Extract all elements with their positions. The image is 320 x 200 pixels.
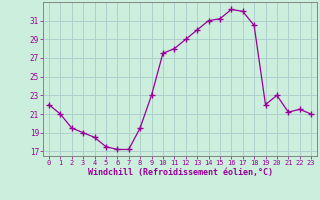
X-axis label: Windchill (Refroidissement éolien,°C): Windchill (Refroidissement éolien,°C) xyxy=(87,168,273,177)
